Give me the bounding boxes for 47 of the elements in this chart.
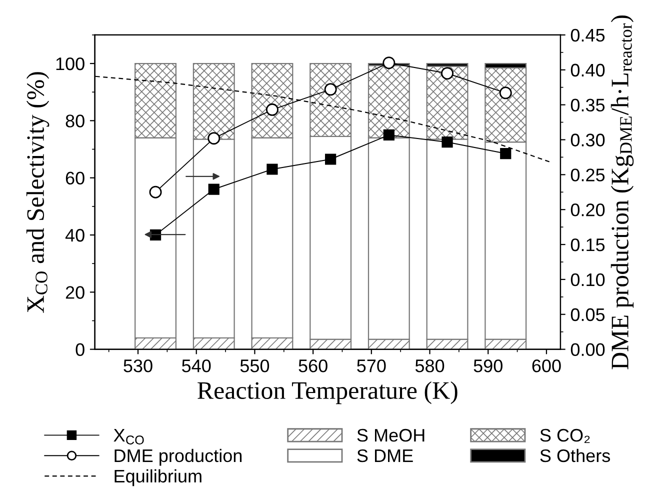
y2-tick-label: 0.30 (570, 134, 605, 146)
point (324, 83, 337, 96)
y2-tick-label: 0.10 (570, 273, 605, 286)
legend-label: S DME (357, 449, 413, 462)
point (383, 129, 394, 141)
x-tick-label: 590 (474, 360, 502, 372)
x-tick-label: 540 (182, 360, 211, 372)
y2-tick-label: 0.45 (570, 28, 605, 42)
point (325, 154, 336, 165)
y2-tick-label: 0.05 (570, 308, 605, 322)
point (208, 184, 220, 195)
legend-label: DME production (114, 448, 242, 466)
y-tick-label: 40 (65, 228, 84, 242)
y-tick-label: 100 (56, 57, 84, 70)
point (266, 103, 278, 116)
legend-label: Equilibrium (114, 469, 202, 486)
x-tick-label: 530 (124, 360, 152, 372)
y2-tick-label: 0.35 (570, 98, 605, 112)
y-tick-label: 0 (76, 343, 84, 356)
x-tick-label: 570 (357, 360, 386, 372)
y-tick-label: 60 (66, 172, 84, 185)
legend-label: S CO₂ (540, 428, 590, 444)
y-tick-label: 20 (66, 286, 84, 299)
y2-tick-label: 0.40 (570, 64, 605, 77)
x-tick-label: 600 (532, 360, 561, 372)
y2-tick-label: 0.00 (570, 343, 605, 356)
point (499, 86, 512, 100)
point (149, 186, 162, 198)
legend-label: S Others (540, 448, 610, 462)
x-tick-label: 560 (298, 360, 328, 372)
y2-tick-label: 0.20 (570, 204, 605, 216)
x-tick-label: 580 (415, 360, 444, 372)
x-tick-label: 550 (240, 360, 270, 372)
y-tick-label: 80 (66, 114, 84, 128)
legend-label: X$_{CO}$ (114, 429, 144, 444)
point (208, 132, 220, 145)
x-axis-title: Reaction Temperature (K) (198, 381, 458, 404)
point (441, 67, 454, 80)
legend-label: S MeOH (357, 428, 424, 442)
point (500, 148, 512, 160)
y2-tick-label: 0.15 (570, 238, 605, 252)
point (266, 164, 278, 175)
y2-axis-title: DME production (Kg$_{DME}$/h·L$_{reactor}$) (610, 15, 634, 370)
y-axis-title: X$_{CO}$ and Selectivity (%) (26, 72, 50, 313)
point (382, 56, 396, 70)
point (442, 136, 453, 148)
y2-tick-label: 0.25 (570, 168, 605, 182)
